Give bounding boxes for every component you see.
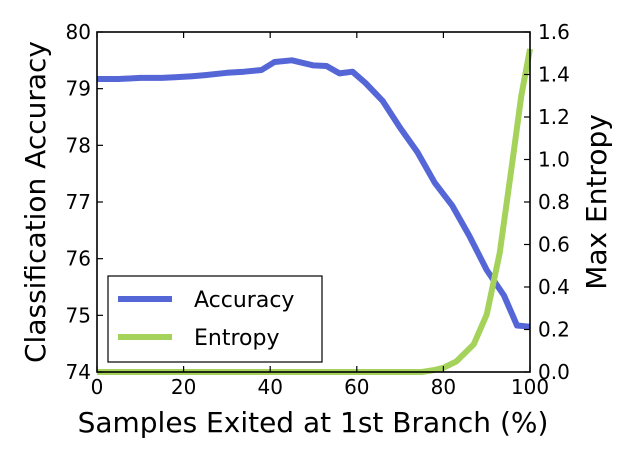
y-tick-label-right: 1.0 [538,148,570,172]
y-tick-label-right: 0.4 [538,275,570,299]
x-tick-label: 60 [344,375,369,399]
x-tick-label: 0 [91,375,104,399]
y-tick-label-right: 1.6 [538,20,570,44]
y-tick-label-left: 74 [66,360,91,384]
legend-label-accuracy: Accuracy [194,288,294,313]
y-tick-label-left: 76 [66,247,91,271]
y-axis-title-right: Max Entropy [580,114,613,290]
ticks-layer: 0 20 40 60 80 100 74 75 76 77 78 79 80 0.0 0.2 0.4 0.6 0.… [66,20,570,399]
y-axis-title-left: Classification Accuracy [19,41,52,363]
legend: Accuracy Entropy [107,275,323,363]
y-tick-label-left: 77 [66,190,91,214]
y-tick-label-left: 80 [66,20,91,44]
y-tick-label-left: 79 [66,77,91,101]
x-tick-label: 80 [431,375,456,399]
y-tick-label-right: 0.8 [538,190,570,214]
y-tick-label-left: 78 [66,133,91,157]
x-axis-title: Samples Exited at 1st Branch (%) [78,406,549,439]
series-line-accuracy [97,57,531,330]
y-tick-label-right: 0.2 [538,318,570,342]
y-tick-label-right: 1.4 [538,63,570,87]
legend-frame [107,275,323,363]
y-tick-label-left: 75 [66,303,91,327]
y-tick-label-right: 0.0 [538,360,570,384]
x-tick-label: 20 [171,375,196,399]
legend-label-entropy: Entropy [194,326,279,351]
x-tick-label: 40 [257,375,282,399]
y-tick-label-right: 0.6 [538,233,570,257]
y-tick-label-right: 1.2 [538,105,570,129]
x-tick-label: 100 [511,375,549,399]
